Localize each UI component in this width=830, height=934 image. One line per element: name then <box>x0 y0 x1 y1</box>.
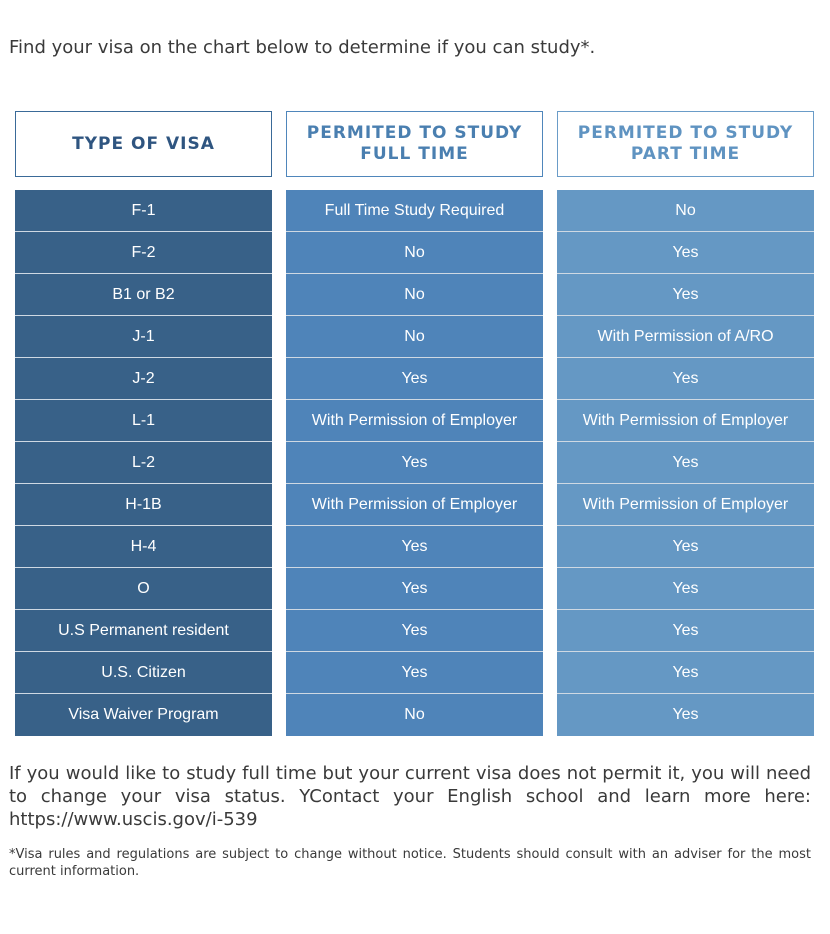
part-time-cell: With Permission of Employer <box>557 400 814 442</box>
table-row: U.S Permanent resident Yes Yes <box>15 610 814 652</box>
table-header-row: TYPE OF VISA PERMITED TO STUDY FULL TIME… <box>15 111 814 177</box>
footnote: *Visa rules and regulations are subject … <box>9 847 811 879</box>
intro-text: Find your visa on the chart below to det… <box>9 37 596 58</box>
full-time-cell: Yes <box>286 610 543 652</box>
visa-type-cell: U.S Permanent resident <box>15 610 272 652</box>
part-time-cell: Yes <box>557 358 814 400</box>
header-full-time-line1: PERMITED TO STUDY <box>306 123 523 143</box>
visa-type-cell: F-1 <box>15 190 272 232</box>
table-row: F-1 Full Time Study Required No <box>15 190 814 232</box>
part-time-cell: With Permission of Employer <box>557 484 814 526</box>
full-time-cell: No <box>286 274 543 316</box>
part-time-cell: Yes <box>557 568 814 610</box>
header-type-label: TYPE OF VISA <box>72 133 215 154</box>
part-time-cell: No <box>557 190 814 232</box>
full-time-cell: Yes <box>286 526 543 568</box>
table-row: J-1 No With Permission of A/RO <box>15 316 814 358</box>
table-row: F-2 No Yes <box>15 232 814 274</box>
table-row: J-2 Yes Yes <box>15 358 814 400</box>
full-time-cell: Yes <box>286 568 543 610</box>
full-time-cell: With Permission of Employer <box>286 484 543 526</box>
visa-status-paragraph: If you would like to study full time but… <box>9 763 811 830</box>
visa-type-cell: F-2 <box>15 232 272 274</box>
visa-table: TYPE OF VISA PERMITED TO STUDY FULL TIME… <box>15 111 814 736</box>
header-part-time-line1: PERMITED TO STUDY <box>577 123 794 143</box>
full-time-cell: With Permission of Employer <box>286 400 543 442</box>
table-body: F-1 Full Time Study Required No F-2 No Y… <box>15 190 814 736</box>
table-row: L-2 Yes Yes <box>15 442 814 484</box>
visa-type-cell: J-1 <box>15 316 272 358</box>
visa-type-cell: O <box>15 568 272 610</box>
full-time-cell: No <box>286 316 543 358</box>
part-time-cell: Yes <box>557 610 814 652</box>
table-row: B1 or B2 No Yes <box>15 274 814 316</box>
visa-type-cell: U.S. Citizen <box>15 652 272 694</box>
table-row: H-1B With Permission of Employer With Pe… <box>15 484 814 526</box>
part-time-cell: Yes <box>557 232 814 274</box>
visa-type-cell: H-4 <box>15 526 272 568</box>
header-type-of-visa: TYPE OF VISA <box>15 111 272 177</box>
full-time-cell: Yes <box>286 652 543 694</box>
part-time-cell: Yes <box>557 526 814 568</box>
header-part-time: PERMITED TO STUDY PART TIME <box>557 111 814 177</box>
part-time-cell: Yes <box>557 274 814 316</box>
visa-type-cell: L-2 <box>15 442 272 484</box>
full-time-cell: Yes <box>286 358 543 400</box>
full-time-cell: No <box>286 694 543 736</box>
header-part-time-line2: PART TIME <box>630 144 741 164</box>
visa-type-cell: J-2 <box>15 358 272 400</box>
table-row: U.S. Citizen Yes Yes <box>15 652 814 694</box>
visa-type-cell: H-1B <box>15 484 272 526</box>
table-row: Visa Waiver Program No Yes <box>15 694 814 736</box>
table-row: H-4 Yes Yes <box>15 526 814 568</box>
part-time-cell: With Permission of A/RO <box>557 316 814 358</box>
part-time-cell: Yes <box>557 694 814 736</box>
full-time-cell: No <box>286 232 543 274</box>
header-full-time-line2: FULL TIME <box>360 144 469 164</box>
table-row: L-1 With Permission of Employer With Per… <box>15 400 814 442</box>
full-time-cell: Yes <box>286 442 543 484</box>
part-time-cell: Yes <box>557 442 814 484</box>
table-row: O Yes Yes <box>15 568 814 610</box>
full-time-cell: Full Time Study Required <box>286 190 543 232</box>
visa-type-cell: L-1 <box>15 400 272 442</box>
visa-type-cell: Visa Waiver Program <box>15 694 272 736</box>
header-full-time: PERMITED TO STUDY FULL TIME <box>286 111 543 177</box>
visa-type-cell: B1 or B2 <box>15 274 272 316</box>
part-time-cell: Yes <box>557 652 814 694</box>
